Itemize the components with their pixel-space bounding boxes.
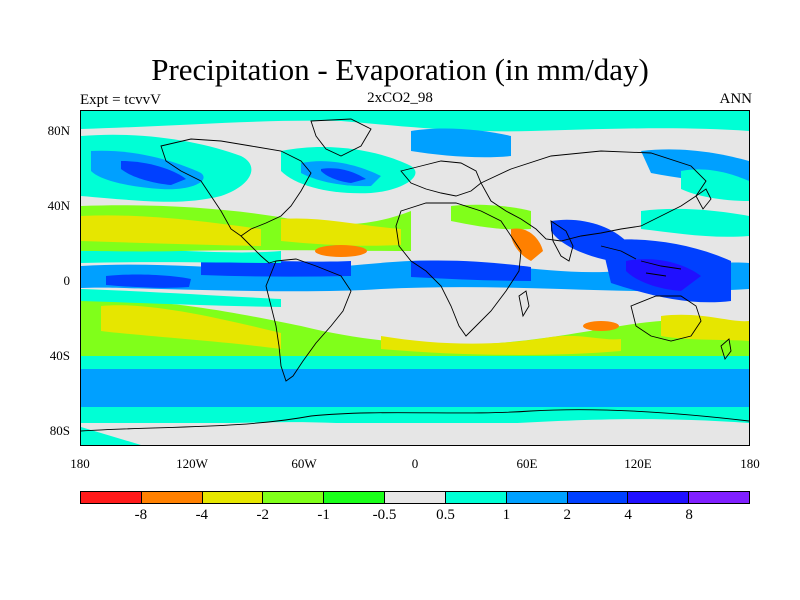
coastlines — [81, 118, 749, 432]
legend-label: -4 — [195, 507, 209, 523]
plot-title: Precipitation - Evaporation (in mm/day) — [151, 52, 649, 87]
legend-label: 4 — [624, 507, 632, 523]
legend-swatch — [81, 492, 142, 503]
x-axis-label-60e: 60E — [516, 456, 538, 471]
x-axis-label-60w: 60W — [291, 456, 317, 471]
y-axis-label-40s: 40S — [49, 348, 70, 363]
experiment-label: Expt = tcvvV — [80, 92, 161, 108]
x-axis-label-120w: 120W — [176, 456, 208, 471]
legend-label: -2 — [256, 507, 269, 523]
x-axis-label-180e: 180 — [740, 456, 760, 471]
season-label: ANN — [719, 91, 753, 107]
color-legend-bar — [80, 491, 750, 504]
x-axis-label-120e: 120E — [624, 456, 652, 471]
y-axis-label-80s: 80S — [49, 423, 70, 438]
legend-swatch — [141, 492, 203, 503]
y-axis-label-0: 0 — [63, 273, 71, 288]
case-label: 2xCO2_98 — [367, 90, 433, 106]
legend-swatch — [445, 492, 507, 503]
legend-swatch — [202, 492, 264, 503]
legend-label: 8 — [685, 507, 693, 523]
legend-swatch — [385, 492, 446, 503]
map-plot-area — [80, 110, 750, 446]
legend-label: 0.5 — [436, 507, 455, 523]
legend-label: 2 — [563, 507, 572, 523]
legend-label: -8 — [134, 507, 148, 523]
legend-swatch — [324, 492, 386, 503]
x-axis-label-180w: 180 — [70, 456, 90, 471]
legend-swatch — [506, 492, 568, 503]
x-axis-label-0: 0 — [411, 456, 419, 471]
world-map — [81, 111, 749, 445]
y-axis-label-80n: 80N — [47, 123, 70, 138]
y-axis-label-40n: 40N — [47, 198, 70, 213]
legend-swatch — [567, 492, 629, 503]
legend-swatch — [689, 492, 749, 503]
legend-label: -0.5 — [372, 507, 397, 523]
legend-label: 1 — [502, 507, 511, 523]
legend-swatch — [263, 492, 325, 503]
legend-label: -1 — [317, 507, 330, 523]
legend-swatch — [628, 492, 690, 503]
